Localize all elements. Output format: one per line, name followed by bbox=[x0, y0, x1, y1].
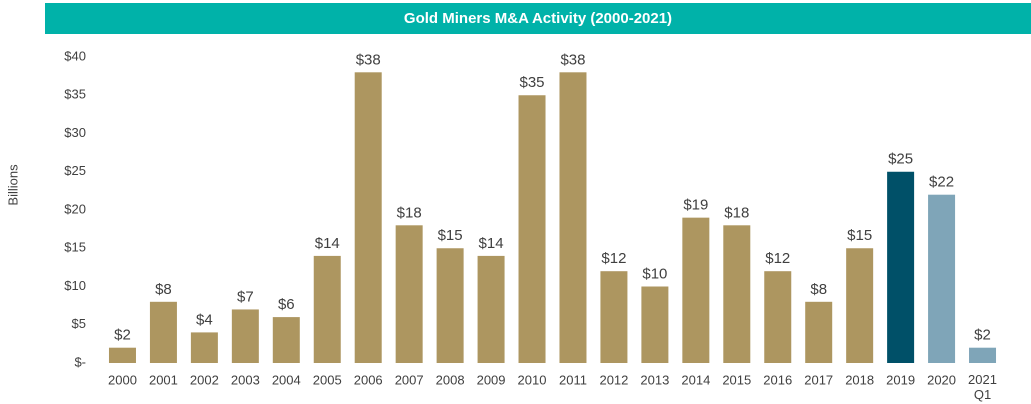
bar bbox=[805, 301, 833, 363]
data-label: $14 bbox=[479, 235, 504, 252]
x-tick-label: 2003 bbox=[231, 372, 260, 387]
x-tick-label: 2002 bbox=[190, 372, 219, 387]
data-label: $12 bbox=[765, 250, 790, 267]
bar bbox=[928, 194, 956, 363]
data-label: $2 bbox=[974, 327, 991, 344]
data-label: $18 bbox=[724, 204, 749, 221]
bar bbox=[518, 95, 546, 363]
x-tick-label: 2011 bbox=[559, 372, 587, 387]
x-tick-label: 2007 bbox=[395, 372, 424, 387]
bar bbox=[559, 72, 587, 364]
data-label: $14 bbox=[315, 235, 340, 252]
bar bbox=[764, 271, 792, 363]
bar bbox=[600, 271, 628, 363]
bar bbox=[108, 347, 136, 363]
data-label: $25 bbox=[888, 151, 913, 168]
data-label: $35 bbox=[520, 74, 545, 91]
y-tick-label: $30 bbox=[64, 125, 86, 140]
data-label: $6 bbox=[278, 296, 295, 313]
data-label: $22 bbox=[929, 174, 954, 191]
x-tick-label: 2018 bbox=[845, 372, 874, 387]
bar bbox=[477, 255, 505, 363]
bar bbox=[272, 317, 300, 363]
x-tick-label: 2001 bbox=[149, 372, 178, 387]
y-tick-label: $20 bbox=[64, 201, 86, 216]
bar bbox=[231, 309, 259, 363]
data-label: $7 bbox=[237, 288, 254, 305]
data-label: $15 bbox=[847, 227, 872, 244]
bar bbox=[682, 217, 710, 363]
data-label: $38 bbox=[560, 51, 585, 68]
y-tick-label: $- bbox=[74, 354, 86, 369]
x-tick-label: 2006 bbox=[354, 372, 383, 387]
bar bbox=[723, 225, 751, 363]
x-tick-label: 2013 bbox=[640, 372, 669, 387]
data-label: $8 bbox=[810, 281, 827, 298]
data-label: $18 bbox=[397, 204, 422, 221]
x-tick-label: 2020 bbox=[927, 372, 956, 387]
x-tick-label: 2000 bbox=[108, 372, 137, 387]
x-tick-label: 2005 bbox=[313, 372, 342, 387]
y-tick-label: $40 bbox=[64, 48, 86, 63]
x-tick-label: 2014 bbox=[681, 372, 710, 387]
data-label: $15 bbox=[438, 227, 463, 244]
data-label: $10 bbox=[642, 265, 667, 282]
title-banner bbox=[45, 3, 1031, 34]
y-axis-label: Billions bbox=[5, 164, 20, 206]
y-tick-label: $35 bbox=[64, 87, 86, 102]
x-tick-label: 2017 bbox=[804, 372, 833, 387]
data-label: $38 bbox=[356, 51, 381, 68]
data-label: $4 bbox=[196, 311, 213, 328]
x-tick-label: 2021 Q1 bbox=[968, 372, 997, 402]
data-label: $12 bbox=[601, 250, 626, 267]
x-tick-label: 2012 bbox=[599, 372, 628, 387]
bar bbox=[641, 286, 669, 363]
bar bbox=[149, 301, 177, 363]
bar bbox=[846, 248, 874, 363]
bar bbox=[190, 332, 218, 363]
x-tick-label: 2015 bbox=[722, 372, 751, 387]
y-tick-label: $15 bbox=[64, 240, 86, 255]
x-tick-label: 2004 bbox=[272, 372, 301, 387]
x-tick-label: 2008 bbox=[436, 372, 465, 387]
y-tick-label: $5 bbox=[72, 316, 86, 331]
data-label: $8 bbox=[155, 281, 172, 298]
bar bbox=[354, 72, 382, 364]
bar bbox=[969, 347, 997, 363]
bar bbox=[887, 171, 915, 363]
data-label: $2 bbox=[114, 327, 131, 344]
bar bbox=[436, 248, 464, 363]
y-tick-label: $25 bbox=[64, 163, 86, 178]
bar bbox=[395, 225, 423, 363]
data-label: $19 bbox=[683, 197, 708, 214]
x-tick-label: 2009 bbox=[477, 372, 506, 387]
x-tick-label: 2010 bbox=[518, 372, 547, 387]
x-tick-label: 2019 bbox=[886, 372, 915, 387]
bar bbox=[313, 255, 341, 363]
y-tick-label: $10 bbox=[64, 278, 86, 293]
chart-title: Gold Miners M&A Activity (2000-2021) bbox=[404, 10, 672, 27]
x-tick-label: 2016 bbox=[763, 372, 792, 387]
